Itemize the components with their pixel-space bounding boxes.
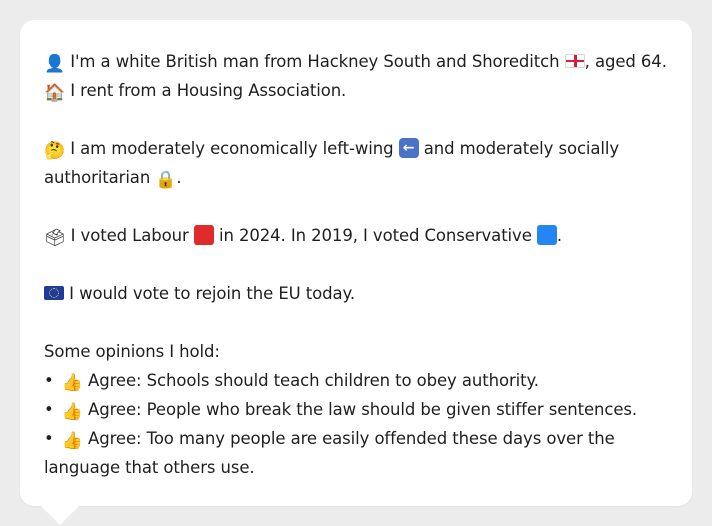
politics-period: . xyxy=(176,168,182,187)
opinion-label: Agree: xyxy=(88,400,142,419)
vote-line: 🗳 I voted Labour in 2024. In 2019, I vot… xyxy=(44,221,668,250)
housing-text: I rent from a Housing Association. xyxy=(70,81,347,100)
blue-square-icon xyxy=(536,225,557,245)
england-flag-icon xyxy=(564,54,585,68)
politics-line-2: authoritarian 🔒. xyxy=(44,163,668,192)
spacer xyxy=(44,105,668,134)
opinion-label: Agree: xyxy=(88,371,142,390)
politics-line: 🤔 I am moderately economically left-wing… xyxy=(44,134,668,163)
bullet: • xyxy=(44,400,54,419)
eu-line: I would vote to rejoin the EU today. xyxy=(44,279,668,308)
eu-flag-icon xyxy=(44,286,64,300)
spacer xyxy=(44,308,668,337)
politics-economic-text: I am moderately economically left-wing xyxy=(70,139,394,158)
spacer xyxy=(44,192,668,221)
vote-labour-text: I voted Labour xyxy=(70,226,189,245)
identity-age: , aged 64. xyxy=(584,52,667,71)
identity-line: 👤 I'm a white British man from Hackney S… xyxy=(44,47,668,76)
opinion-item: • 👍 Agree: Too many people are easily of… xyxy=(44,424,668,453)
opinion-text: People who break the law should be given… xyxy=(146,400,638,419)
opinion-item: • 👍 Agree: People who break the law shou… xyxy=(44,395,668,424)
person-silhouette-icon: 👤 xyxy=(44,54,66,74)
vote-conservative-text: in 2024. In 2019, I voted Conservative xyxy=(218,226,532,245)
opinion-item-wrap: language that others use. xyxy=(44,458,255,477)
eu-text: I would vote to rejoin the EU today. xyxy=(69,284,355,303)
red-square-icon xyxy=(193,225,214,245)
thumbs-up-icon: 👍 xyxy=(61,402,83,422)
bullet: • xyxy=(44,429,54,448)
opinion-label: Agree: xyxy=(88,429,142,448)
thinking-face-icon: 🤔 xyxy=(44,141,66,161)
opinion-item: • 👍 Agree: Schools should teach children… xyxy=(44,366,668,395)
left-arrow-icon xyxy=(398,138,419,158)
profile-bubble: 👤 I'm a white British man from Hackney S… xyxy=(20,20,692,506)
opinions-heading: Some opinions I hold: xyxy=(44,342,220,361)
identity-text: I'm a white British man from Hackney Sou… xyxy=(70,52,560,71)
house-icon: 🏠 xyxy=(44,83,66,103)
politics-social-text: and moderately socially xyxy=(423,139,620,158)
vote-period: . xyxy=(556,226,563,245)
politics-authoritarian-text: authoritarian xyxy=(44,168,151,187)
lock-icon: 🔒 xyxy=(155,170,177,190)
ballot-box-icon: 🗳 xyxy=(44,228,66,248)
spacer xyxy=(44,250,668,279)
opinion-text: Too many people are easily offended thes… xyxy=(146,429,615,448)
opinion-text: Schools should teach children to obey au… xyxy=(146,371,539,390)
bullet: • xyxy=(44,371,54,390)
thumbs-up-icon: 👍 xyxy=(61,373,83,393)
bubble-tail xyxy=(40,505,80,525)
housing-line: 🏠 I rent from a Housing Association. xyxy=(44,76,668,105)
thumbs-up-icon: 👍 xyxy=(61,431,83,451)
